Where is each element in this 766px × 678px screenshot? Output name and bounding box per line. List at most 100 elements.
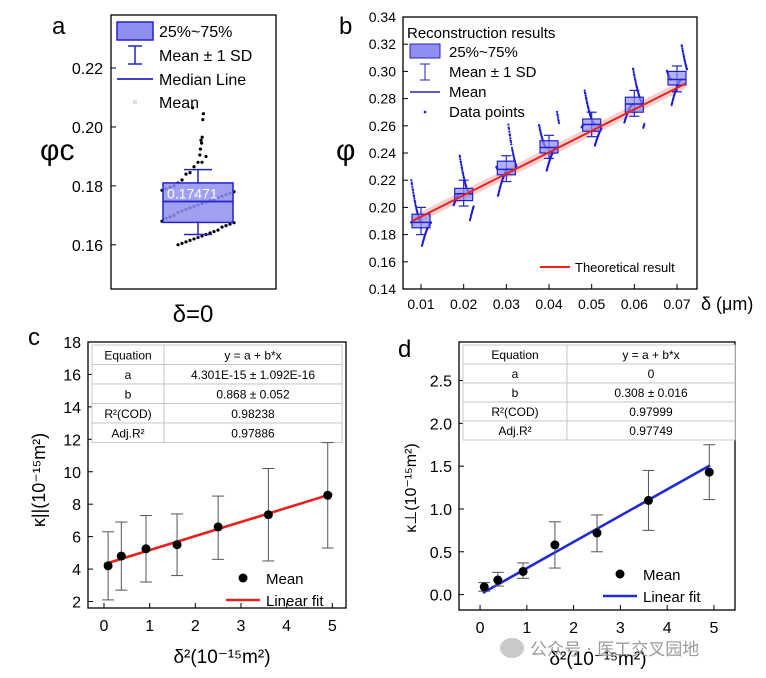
- y-tick-label: 0.22: [369, 172, 396, 188]
- y-tick-label: 0.26: [369, 118, 396, 134]
- data-point: [459, 158, 462, 161]
- iqr-box: [667, 70, 687, 86]
- table-label: a: [512, 367, 519, 381]
- data-point: [633, 74, 636, 77]
- data-point: [212, 229, 216, 234]
- legend-swatch-mean: [133, 100, 137, 104]
- data-point: [415, 209, 419, 213]
- x-tick-label: 0: [100, 618, 109, 635]
- data-point: [497, 192, 500, 195]
- x-tick-label: 0.04: [535, 296, 562, 312]
- data-point: [509, 140, 513, 144]
- legend-swatch-box: [116, 21, 154, 41]
- data-point: [556, 116, 560, 119]
- data-point: [634, 81, 637, 84]
- data-point: [507, 127, 511, 130]
- data-point: [642, 124, 646, 127]
- data-point: [464, 184, 468, 187]
- mean-point: [643, 495, 653, 505]
- data-point: [196, 235, 200, 240]
- mean-point: [479, 582, 489, 592]
- data-point: [184, 172, 188, 176]
- data-point: [586, 104, 589, 107]
- table-value: y = a + b*x: [622, 348, 679, 362]
- data-point: [413, 200, 417, 203]
- x-tick-label: 3: [237, 618, 246, 635]
- mean-value-label: 0.17471: [167, 185, 218, 201]
- data-point: [424, 232, 427, 235]
- data-point: [587, 106, 590, 109]
- data-point: [412, 195, 416, 198]
- data-point: [595, 137, 599, 141]
- data-point: [462, 176, 466, 179]
- x-tick-label: 4: [663, 620, 672, 637]
- theoretical-line: [412, 82, 686, 222]
- panel-label-a: a: [52, 13, 66, 40]
- data-point: [422, 238, 425, 241]
- table-label: Equation: [104, 349, 151, 363]
- panel-a-ylabel: φc: [40, 134, 74, 167]
- table-value: 0.97886: [231, 427, 275, 441]
- data-point: [593, 144, 597, 147]
- data-point: [200, 141, 204, 145]
- data-point: [425, 229, 428, 232]
- data-point: [500, 182, 503, 185]
- data-point: [547, 161, 551, 164]
- data-point: [596, 135, 600, 138]
- mean-point: [323, 490, 333, 500]
- panel-d-legend: Mean Linear fit: [603, 567, 701, 606]
- data-point: [510, 143, 513, 146]
- data-point: [545, 168, 549, 171]
- data-point: [501, 177, 505, 180]
- table-label: R²(COD): [104, 407, 151, 421]
- data-point: [199, 138, 203, 142]
- data-point: [460, 167, 464, 170]
- table-label: a: [125, 368, 132, 382]
- iqr-box: [411, 213, 431, 229]
- data-point: [410, 183, 414, 186]
- data-point: [634, 79, 637, 82]
- data-point: [463, 180, 467, 184]
- data-point: [539, 129, 542, 132]
- data-point: [683, 57, 686, 60]
- table-label: R²(COD): [491, 405, 538, 419]
- watermark: 公众号 · 医工交叉园地: [500, 635, 699, 660]
- panel-label-b: b: [339, 13, 352, 40]
- panel-a-chart: 0.16 0.18 0.20 0.22 0.17471 φc δ=0 25%~75% M…: [40, 14, 277, 328]
- panel-b-xlabel: δ (μm): [701, 294, 753, 314]
- panel-a-legend: 25%~75% Mean ± 1 SD Median Line Mean: [116, 21, 252, 112]
- data-point: [191, 106, 195, 110]
- x-tick-label: 1: [145, 618, 154, 635]
- data-point: [220, 225, 224, 229]
- data-point: [216, 228, 220, 232]
- data-point: [184, 240, 188, 244]
- data-point: [201, 117, 205, 122]
- data-point: [461, 169, 464, 172]
- data-point: [200, 160, 204, 164]
- y-tick-label: 16: [63, 367, 81, 384]
- mean-point: [103, 561, 113, 571]
- y-tick-label: 2.0: [430, 416, 452, 433]
- mean-point: [550, 540, 560, 550]
- y-tick-label: 1.5: [430, 459, 452, 476]
- mean-point: [116, 551, 126, 561]
- data-point: [549, 155, 553, 158]
- data-point: [585, 97, 588, 100]
- data-point: [557, 121, 561, 125]
- data-point: [224, 224, 228, 228]
- wechat-icon: [500, 637, 524, 658]
- data-point: [586, 102, 589, 105]
- x-tick-label: 0.03: [493, 296, 520, 312]
- x-tick-label: 5: [709, 620, 718, 637]
- data-point: [420, 244, 424, 247]
- data-point: [180, 178, 184, 182]
- data-point: [410, 179, 413, 182]
- data-point: [180, 241, 184, 245]
- data-point: [681, 47, 684, 50]
- data-point: [685, 68, 689, 71]
- y-tick-label: 2: [72, 595, 81, 612]
- data-point: [507, 123, 510, 126]
- mean-point: [493, 575, 503, 585]
- data-point: [188, 171, 192, 175]
- data-point: [625, 114, 628, 117]
